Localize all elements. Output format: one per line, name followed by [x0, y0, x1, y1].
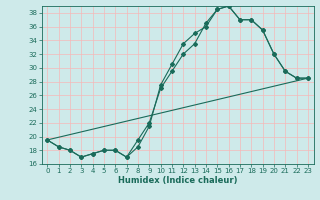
X-axis label: Humidex (Indice chaleur): Humidex (Indice chaleur): [118, 176, 237, 185]
